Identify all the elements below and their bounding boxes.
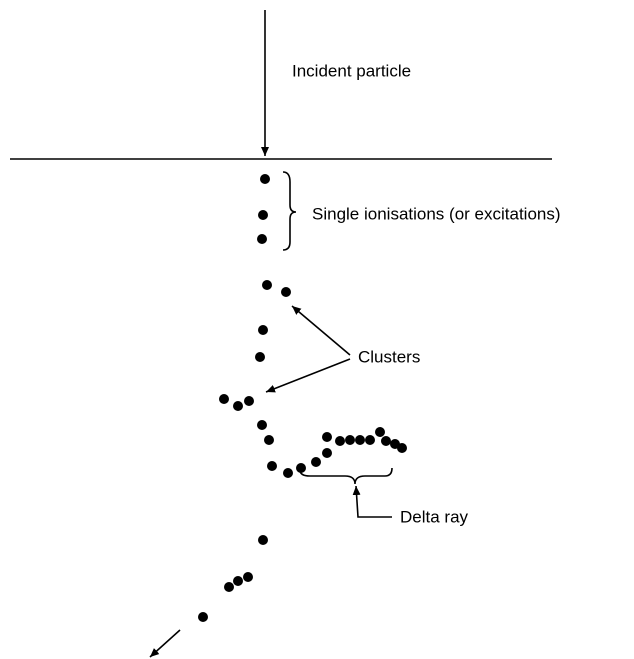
clusters-label: Clusters — [358, 347, 420, 366]
single-label: Single ionisations (or excitations) — [312, 204, 561, 223]
delta-arrow — [352, 485, 392, 518]
cluster-arrow — [265, 358, 351, 393]
ionisation-dots — [198, 174, 407, 622]
delta-label: Delta ray — [400, 507, 469, 526]
exit-arrow — [149, 629, 181, 658]
single-brace — [282, 171, 297, 251]
incident-label: Incident particle — [292, 61, 411, 80]
delta-brace — [299, 467, 393, 485]
cluster-arrow — [291, 305, 351, 356]
